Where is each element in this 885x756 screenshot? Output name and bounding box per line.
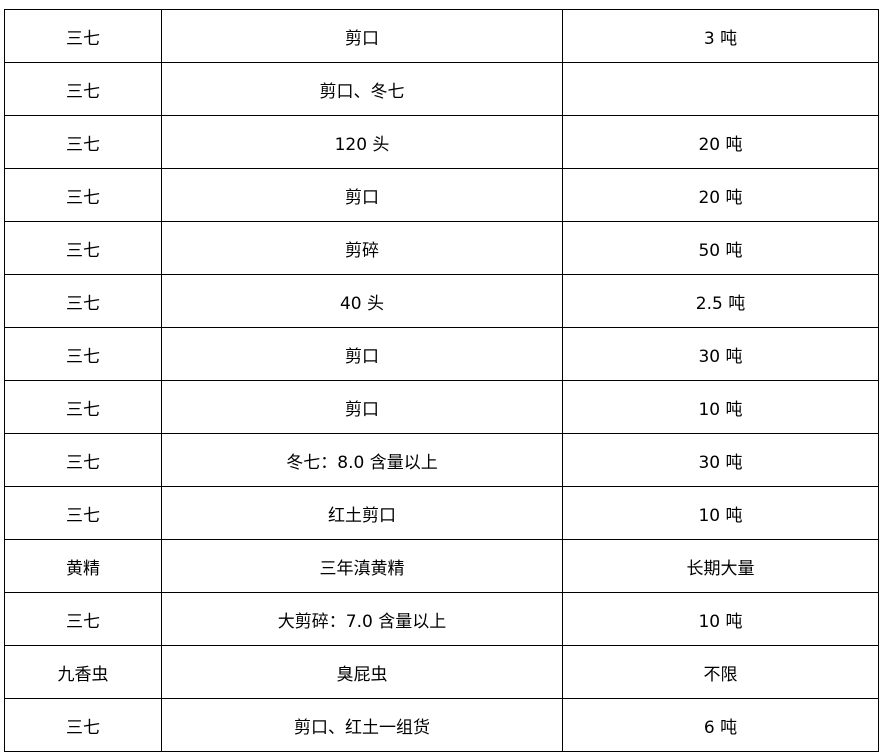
spec-cell: 剪口: [161, 9, 563, 63]
product-name-cell: 三七: [4, 62, 162, 116]
table-row: 三七 剪口、红土一组货 6 吨: [4, 698, 879, 752]
quantity-cell: 长期大量: [562, 539, 879, 593]
spec-cell: 臭屁虫: [161, 645, 563, 699]
product-name-cell: 九香虫: [4, 645, 162, 699]
product-table-body: 三七 剪口 3 吨三七 剪口、冬七 三七 120 头 20 吨三七 剪口 20 吨三七 剪碎 50 …: [4, 9, 879, 752]
quantity-cell: 30 吨: [562, 433, 879, 487]
table-row: 三七 剪口 20 吨: [4, 168, 879, 222]
quantity-cell: 不限: [562, 645, 879, 699]
product-name-cell: 三七: [4, 592, 162, 646]
quantity-cell: 30 吨: [562, 327, 879, 381]
table-row: 黄精 三年滇黄精 长期大量: [4, 539, 879, 593]
spec-cell: 红土剪口: [161, 486, 563, 540]
spec-cell: 大剪碎：7.0 含量以上: [161, 592, 563, 646]
table-row: 三七 剪口 10 吨: [4, 380, 879, 434]
table-row: 三七 40 头 2.5 吨: [4, 274, 879, 328]
product-name-cell: 三七: [4, 327, 162, 381]
table-row: 三七 剪碎 50 吨: [4, 221, 879, 275]
product-name-cell: 三七: [4, 274, 162, 328]
quantity-cell: 2.5 吨: [562, 274, 879, 328]
product-table: 三七 剪口 3 吨三七 剪口、冬七 三七 120 头 20 吨三七 剪口 20 吨三七 剪碎 50 …: [4, 9, 879, 752]
table-row: 三七 大剪碎：7.0 含量以上 10 吨: [4, 592, 879, 646]
spec-cell: 剪口: [161, 380, 563, 434]
table-row: 九香虫 臭屁虫 不限: [4, 645, 879, 699]
table-row: 三七 120 头 20 吨: [4, 115, 879, 169]
spec-cell: 三年滇黄精: [161, 539, 563, 593]
product-name-cell: 三七: [4, 433, 162, 487]
table-row: 三七 剪口、冬七: [4, 62, 879, 116]
product-name-cell: 三七: [4, 115, 162, 169]
quantity-cell: 10 吨: [562, 380, 879, 434]
quantity-cell: [562, 62, 879, 116]
table-row: 三七 红土剪口 10 吨: [4, 486, 879, 540]
table-row: 三七 冬七：8.0 含量以上 30 吨: [4, 433, 879, 487]
spec-cell: 剪碎: [161, 221, 563, 275]
spec-cell: 40 头: [161, 274, 563, 328]
product-name-cell: 三七: [4, 486, 162, 540]
quantity-cell: 20 吨: [562, 115, 879, 169]
spec-cell: 剪口、冬七: [161, 62, 563, 116]
quantity-cell: 3 吨: [562, 9, 879, 63]
spec-cell: 120 头: [161, 115, 563, 169]
table-row: 三七 剪口 30 吨: [4, 327, 879, 381]
product-name-cell: 三七: [4, 9, 162, 63]
spec-cell: 冬七：8.0 含量以上: [161, 433, 563, 487]
product-name-cell: 三七: [4, 380, 162, 434]
product-name-cell: 三七: [4, 168, 162, 222]
quantity-cell: 20 吨: [562, 168, 879, 222]
table-row: 三七 剪口 3 吨: [4, 9, 879, 63]
quantity-cell: 10 吨: [562, 592, 879, 646]
spec-cell: 剪口: [161, 168, 563, 222]
spec-cell: 剪口、红土一组货: [161, 698, 563, 752]
product-name-cell: 三七: [4, 698, 162, 752]
quantity-cell: 6 吨: [562, 698, 879, 752]
product-name-cell: 三七: [4, 221, 162, 275]
spec-cell: 剪口: [161, 327, 563, 381]
product-name-cell: 黄精: [4, 539, 162, 593]
quantity-cell: 50 吨: [562, 221, 879, 275]
quantity-cell: 10 吨: [562, 486, 879, 540]
